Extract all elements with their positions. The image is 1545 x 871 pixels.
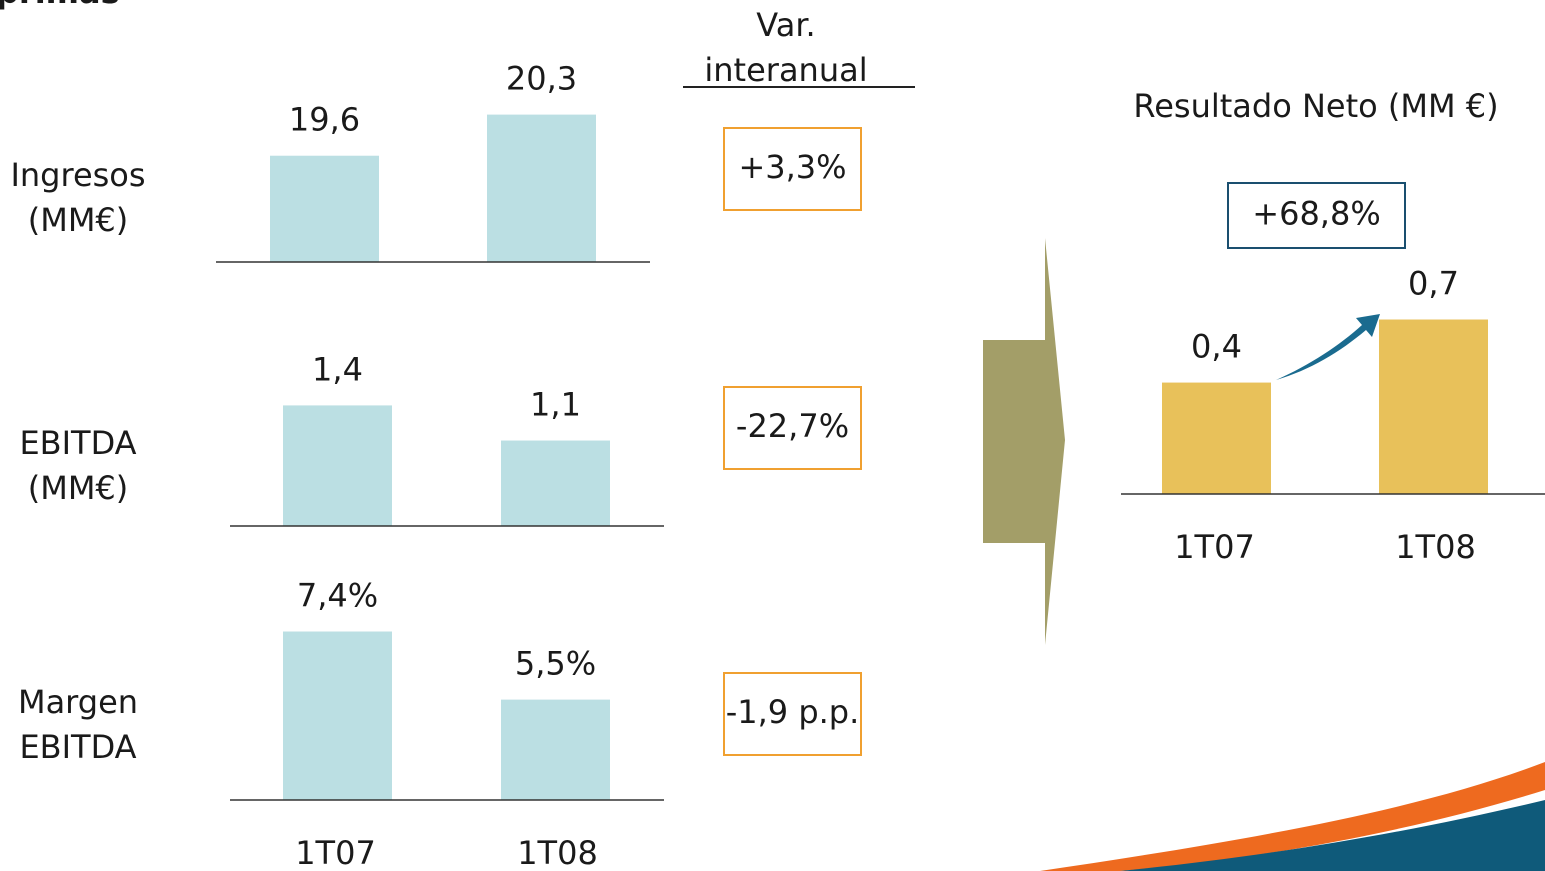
bar <box>1162 382 1271 494</box>
annotation: +3,3% <box>738 148 846 186</box>
variation-header: interanual <box>704 51 867 89</box>
chart-title: Ingresos <box>10 156 145 194</box>
value-label: 7,4% <box>297 577 378 615</box>
bar <box>1379 319 1488 494</box>
annotation: -1,9 p.p. <box>726 693 860 731</box>
bar <box>283 405 392 526</box>
x-tick-label: 1T07 <box>295 834 376 871</box>
value-label: 5,5% <box>515 645 596 683</box>
annotation-box <box>723 672 862 756</box>
annotation: +68,8% <box>1252 195 1380 233</box>
value-label: 19,6 <box>289 101 360 139</box>
chart-title: (MM€) <box>28 201 129 239</box>
decor-swoosh <box>1040 762 1545 871</box>
bar <box>283 631 392 800</box>
x-tick-label: 1T08 <box>517 834 598 871</box>
annotation: -22,7% <box>736 407 849 445</box>
value-label: 20,3 <box>506 60 577 98</box>
decor-swoosh <box>1120 800 1545 871</box>
x-tick-label: 1T08 <box>1395 528 1476 566</box>
value-label: 0,4 <box>1191 328 1242 366</box>
bar <box>501 440 610 526</box>
chart-title: Margen <box>18 683 138 721</box>
annotation-box <box>1227 182 1406 249</box>
chart-title: Resultado Neto (MM €) <box>1133 87 1498 125</box>
chart-title: EBITDA <box>19 424 136 462</box>
bar <box>270 155 379 262</box>
value-label: 1,4 <box>312 350 363 388</box>
value-label: 1,1 <box>530 386 581 424</box>
transition-arrow <box>983 238 1065 645</box>
annotation-box <box>723 386 862 470</box>
x-tick-label: 1T07 <box>1174 528 1255 566</box>
bar <box>487 114 596 262</box>
bar <box>501 699 610 800</box>
slide-title: primas <box>0 0 120 11</box>
value-label: 0,7 <box>1408 265 1459 303</box>
chart-title: (MM€) <box>28 469 129 507</box>
variation-header: Var. <box>756 6 815 44</box>
growth-arrow <box>1276 314 1380 380</box>
annotation-box <box>723 127 862 211</box>
chart-title: EBITDA <box>19 728 136 766</box>
